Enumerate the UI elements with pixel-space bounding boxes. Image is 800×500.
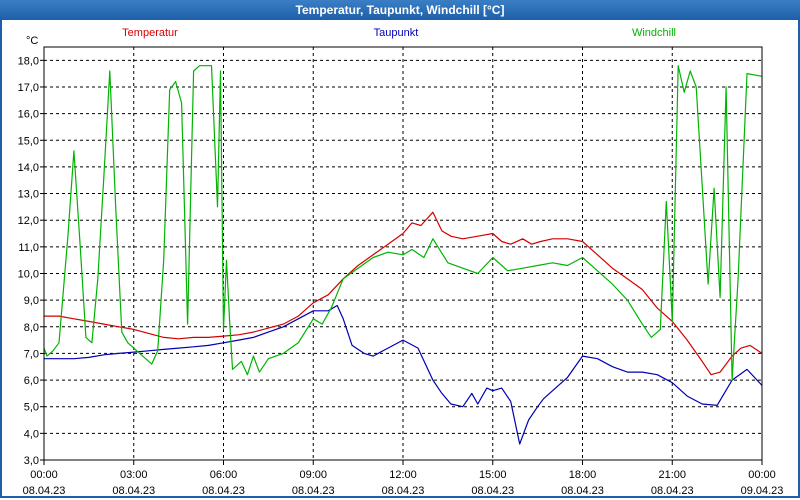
chart-canvas: 3,0 4,0 5,0 6,0 7,0 8,0 9,0 10,0 11,0 12,0 13,0 14,… xyxy=(18,27,784,496)
legend-temperatur: Temperatur xyxy=(122,27,178,39)
window-title: Temperatur, Taupunkt, Windchill [°C] xyxy=(0,0,800,20)
x-tick-date-label: 08.04.23 xyxy=(112,485,155,496)
y-tick-label: 5,0 xyxy=(24,402,39,414)
x-tick-time-label: 15:00 xyxy=(479,469,507,481)
x-tick-time-label: 00:00 xyxy=(748,469,776,481)
y-tick-label: 8,0 xyxy=(24,322,39,334)
y-tick-label: 6,0 xyxy=(24,375,39,387)
y-axis-label: °C xyxy=(26,35,38,47)
x-tick-time-label: 06:00 xyxy=(210,469,238,481)
x-tick-date-label: 09.04.23 xyxy=(741,485,784,496)
y-tick-label: 9,0 xyxy=(24,295,39,307)
x-tick-date-label: 08.04.23 xyxy=(471,485,514,496)
x-tick-date-label: 08.04.23 xyxy=(202,485,245,496)
chart-frame: 3,0 4,0 5,0 6,0 7,0 8,0 9,0 10,0 11,0 12,0 13,0 14,… xyxy=(0,20,800,498)
series-line-windchill xyxy=(43,65,763,381)
y-tick-label: 13,0 xyxy=(18,189,39,201)
x-tick-date-label: 08.04.23 xyxy=(292,485,335,496)
series-line-taupunkt xyxy=(44,304,763,445)
x-tick-time-label: 00:00 xyxy=(30,469,58,481)
y-tick-label: 15,0 xyxy=(18,135,39,147)
x-tick-time-label: 18:00 xyxy=(569,469,597,481)
x-tick-time-label: 21:00 xyxy=(658,469,686,481)
y-tick-label: 4,0 xyxy=(24,428,39,440)
x-tick-date-label: 08.04.23 xyxy=(561,485,604,496)
x-tick-date-label: 08.04.23 xyxy=(651,485,694,496)
x-tick-date-label: 08.04.23 xyxy=(382,485,425,496)
legend-windchill: Windchill xyxy=(632,27,676,39)
y-tick-label: 17,0 xyxy=(18,82,39,94)
y-tick-label: 3,0 xyxy=(24,455,39,467)
x-tick-time-label: 03:00 xyxy=(120,469,148,481)
y-tick-label: 7,0 xyxy=(24,348,39,360)
y-tick-label: 16,0 xyxy=(18,109,39,121)
x-tick-time-label: 12:00 xyxy=(389,469,417,481)
y-tick-label: 11,0 xyxy=(18,242,39,254)
x-tick-time-label: 09:00 xyxy=(299,469,327,481)
y-tick-label: 10,0 xyxy=(18,268,39,280)
plot-border xyxy=(43,46,763,461)
y-tick-label: 18,0 xyxy=(18,55,39,67)
x-tick-date-label: 08.04.23 xyxy=(23,485,66,496)
series-line-temperatur xyxy=(44,211,763,376)
y-tick-label: 14,0 xyxy=(18,162,39,174)
legend-taupunkt: Taupunkt xyxy=(374,27,419,39)
y-tick-label: 12,0 xyxy=(18,215,39,227)
